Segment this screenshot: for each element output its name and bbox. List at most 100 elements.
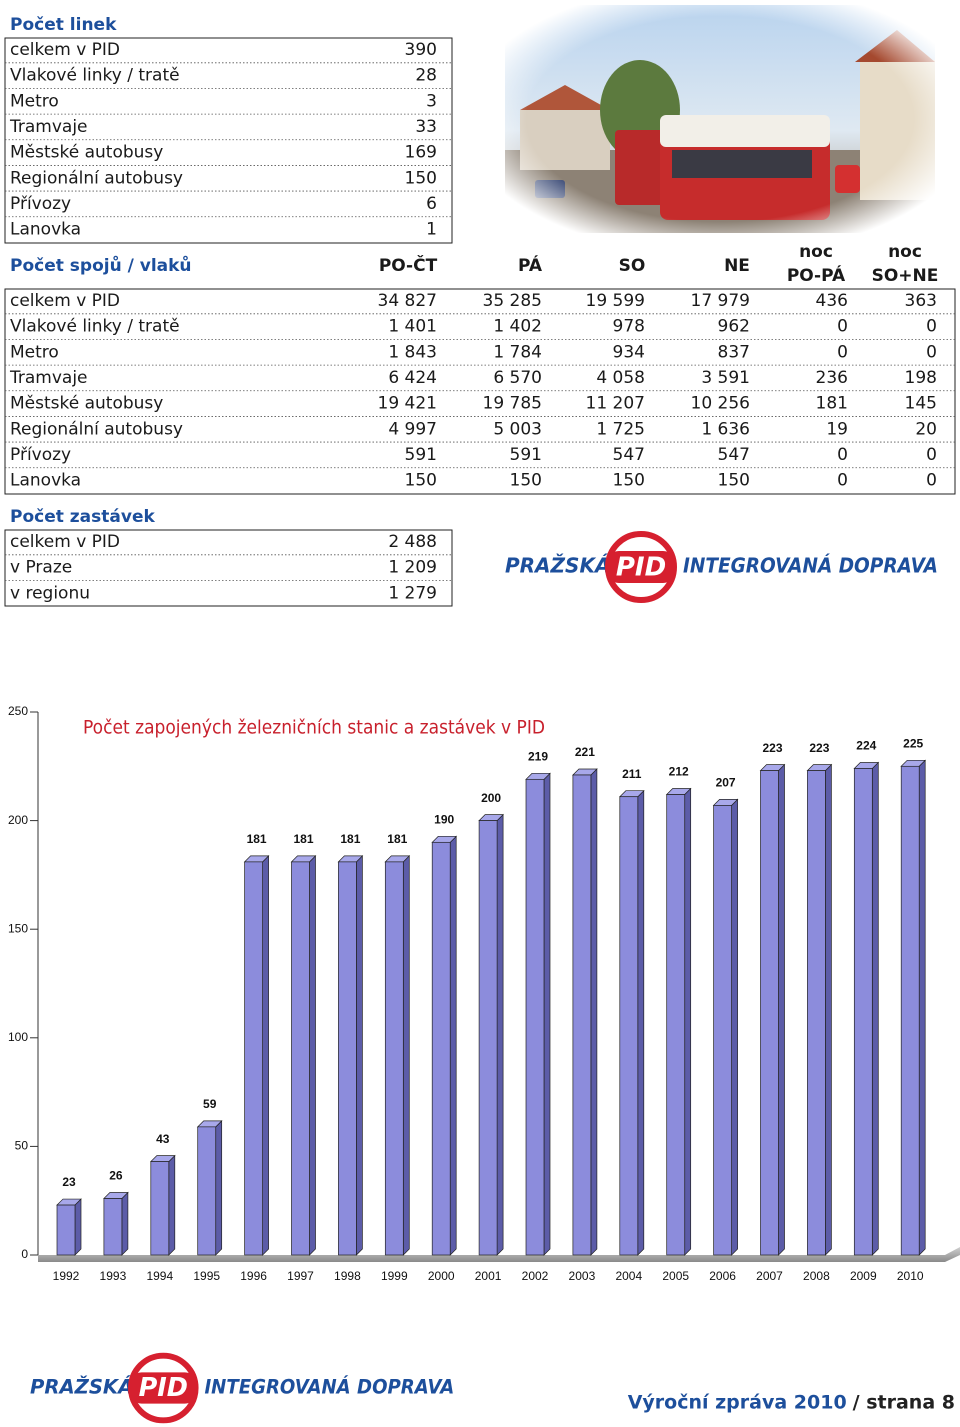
bar-side xyxy=(543,772,551,1256)
cell: 145 xyxy=(905,394,937,414)
cell: 591 xyxy=(510,445,542,465)
y-tick-label: 100 xyxy=(8,1030,28,1044)
cell: 436 xyxy=(816,291,848,311)
cell: 1 401 xyxy=(388,317,437,337)
row-label: Přívozy xyxy=(10,194,71,214)
row-value: 150 xyxy=(405,168,437,188)
cell: 19 421 xyxy=(378,394,437,414)
bar-side xyxy=(121,1191,129,1256)
footer-page: / strana 8 xyxy=(853,1392,955,1414)
cell: 0 xyxy=(837,317,848,337)
data-label: 26 xyxy=(109,1169,123,1183)
x-tick-label: 1994 xyxy=(146,1269,173,1283)
cell: 150 xyxy=(613,471,645,491)
tram-photo xyxy=(505,5,935,233)
x-tick-label: 2002 xyxy=(522,1269,549,1283)
row-label: celkem v PID xyxy=(10,291,120,311)
bar-side xyxy=(402,855,410,1256)
row-value: 1 xyxy=(426,220,437,240)
cell: 962 xyxy=(718,317,750,337)
x-tick-label: 1993 xyxy=(100,1269,127,1283)
cell: 978 xyxy=(613,317,645,337)
data-label: 223 xyxy=(809,741,829,755)
x-tick-label: 2003 xyxy=(569,1269,596,1283)
bar xyxy=(807,770,826,1256)
cell: 1 725 xyxy=(596,419,645,439)
cell: 0 xyxy=(837,471,848,491)
cell: 0 xyxy=(837,445,848,465)
row-label: v Praze xyxy=(10,558,72,578)
x-tick-label: 2007 xyxy=(756,1269,783,1283)
logo-left: PRAŽSKÁ xyxy=(505,554,610,578)
bar xyxy=(291,861,310,1256)
data-label: 200 xyxy=(481,791,501,805)
bar xyxy=(900,765,920,1256)
data-label: 221 xyxy=(575,745,595,759)
x-tick-label: 1998 xyxy=(334,1269,361,1283)
bar xyxy=(56,1204,76,1256)
bar xyxy=(244,861,263,1256)
cell: 0 xyxy=(837,342,848,362)
x-tick-label: 2000 xyxy=(428,1269,455,1283)
row-label: Lanovka xyxy=(10,471,81,491)
data-label: 212 xyxy=(669,765,689,779)
bar xyxy=(384,861,404,1256)
bar-side xyxy=(168,1154,176,1256)
y-tick-label: 150 xyxy=(8,921,28,935)
cell: 236 xyxy=(816,368,848,388)
cell: 1 402 xyxy=(493,317,542,337)
row-label: Metro xyxy=(10,91,59,111)
x-tick-label: 2010 xyxy=(897,1269,924,1283)
row-value: 1 209 xyxy=(388,558,437,578)
x-tick-label: 2001 xyxy=(475,1269,502,1283)
data-label: 225 xyxy=(903,736,923,750)
bar xyxy=(713,805,732,1256)
logo-badge xyxy=(607,551,675,583)
bar xyxy=(572,774,592,1256)
bar-side xyxy=(871,761,879,1256)
row-value: 1 279 xyxy=(388,583,437,603)
column-header: SO+NE xyxy=(872,266,939,286)
cell: 0 xyxy=(926,445,937,465)
row-value: 28 xyxy=(415,66,437,86)
row-label: Metro xyxy=(10,342,59,362)
data-label: 181 xyxy=(340,832,360,846)
row-label: Vlakové linky / tratě xyxy=(10,317,180,337)
row-value: 3 xyxy=(426,91,437,111)
cell: 4 997 xyxy=(388,419,437,439)
bar-side xyxy=(496,813,504,1256)
cell: 19 785 xyxy=(483,394,542,414)
cell: 181 xyxy=(816,394,848,414)
row-value: 6 xyxy=(426,194,437,214)
data-label: 224 xyxy=(856,739,876,753)
cell: 150 xyxy=(405,471,437,491)
logo-right: INTEGROVANÁ DOPRAVA xyxy=(683,554,938,578)
row-value: 169 xyxy=(405,143,437,163)
table-frames xyxy=(4,37,956,607)
bar-side xyxy=(356,855,363,1256)
chart-title: Počet zapojených železničních stanic a z… xyxy=(83,717,545,739)
column-header: SO xyxy=(619,256,646,276)
row-label: celkem v PID xyxy=(10,40,120,60)
column-header: PO-ČT xyxy=(379,254,438,276)
logo-mark: PID xyxy=(139,1373,188,1403)
logo-mark: PID xyxy=(616,553,666,583)
x-tick-label: 1997 xyxy=(287,1269,314,1283)
cell: 837 xyxy=(718,342,750,362)
cell: 20 xyxy=(915,419,937,439)
logo-right: INTEGROVANÁ DOPRAVA xyxy=(204,1376,454,1399)
y-tick-label: 250 xyxy=(8,704,28,718)
row-label: Tramvaje xyxy=(9,117,88,137)
cell: 11 207 xyxy=(586,394,645,414)
logo-badge xyxy=(129,1372,197,1404)
cell: 547 xyxy=(613,445,645,465)
column-header: NE xyxy=(724,256,750,276)
cell: 19 599 xyxy=(586,291,645,311)
cell: 547 xyxy=(718,445,750,465)
bar xyxy=(338,861,357,1256)
logo-left: PRAŽSKÁ xyxy=(30,1376,133,1399)
section-title: Počet zastávek xyxy=(10,507,155,527)
bar xyxy=(853,768,873,1256)
cell: 198 xyxy=(905,368,937,388)
